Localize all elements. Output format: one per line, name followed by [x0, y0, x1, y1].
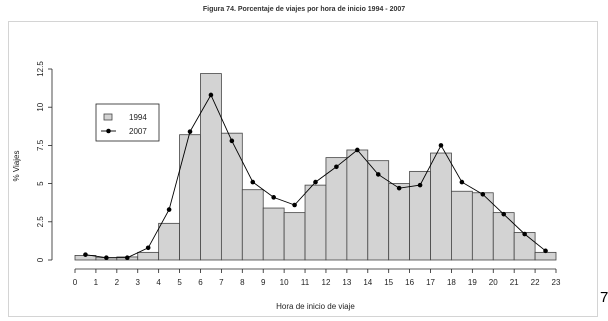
bar-7 [220, 132, 243, 261]
bar-18 [451, 190, 473, 261]
point-2007-1.5 [104, 255, 109, 261]
y-tick-label-10: 10 [36, 102, 45, 111]
x-tick-label-20: 20 [489, 278, 498, 287]
point-2007-4.5 [166, 207, 172, 212]
point-2007-21.5 [522, 231, 527, 237]
point-2007-3.5 [145, 245, 151, 251]
x-tick-label-2: 2 [115, 278, 120, 287]
point-2007-5.5 [187, 129, 193, 134]
point-2007-2.5 [124, 255, 130, 261]
x-tick-label-7: 7 [219, 278, 224, 287]
chart-title: Figura 74. Porcentaje de viajes por hora… [202, 6, 406, 13]
x-tick-label-8: 8 [240, 278, 245, 287]
point-2007-7.5 [229, 138, 235, 144]
bar-6 [200, 73, 222, 261]
bar-11 [304, 184, 327, 261]
x-tick-label-23: 23 [552, 278, 561, 287]
point-2007-14.5 [375, 172, 381, 177]
point-2007-20.5 [501, 211, 507, 217]
bar-21 [513, 232, 536, 261]
x-tick-label-15: 15 [384, 278, 393, 287]
x-tick-label-11: 11 [301, 278, 310, 287]
point-2007-8.5 [250, 179, 256, 185]
bar-5 [179, 134, 201, 261]
x-tick-label-19: 19 [468, 278, 477, 287]
x-tick-label-6: 6 [198, 278, 203, 287]
bar-13 [346, 149, 369, 261]
point-2007-13.5 [355, 147, 360, 153]
x-tick-label-21: 21 [510, 278, 519, 287]
plot-frame [8, 21, 598, 317]
legend-box [95, 103, 160, 142]
point-2007-6.5 [208, 92, 214, 98]
legend-label-2007: 2007 [129, 127, 147, 136]
legend-swatch-1994 [103, 113, 113, 121]
y-tick-label-5: 5 [36, 181, 45, 186]
legend-label-1994: 1994 [129, 113, 147, 122]
x-tick-label-16: 16 [405, 278, 414, 287]
x-tick-label-9: 9 [261, 278, 266, 287]
x-tick-label-10: 10 [280, 278, 289, 287]
y-tick-label-2.5: 2.5 [36, 216, 45, 228]
bar-12 [325, 157, 348, 261]
x-tick-label-17: 17 [426, 278, 435, 287]
point-2007-17.5 [438, 143, 444, 148]
x-tick-label-13: 13 [342, 278, 351, 287]
point-2007-16.5 [417, 182, 423, 188]
y-tick-label-12.5: 12.5 [36, 61, 45, 77]
point-2007-9.5 [271, 195, 276, 200]
x-tick-label-22: 22 [531, 278, 540, 287]
x-tick-label-4: 4 [156, 278, 161, 287]
bar-15 [388, 183, 411, 261]
x-tick-label-12: 12 [322, 278, 331, 287]
bar-20 [492, 212, 515, 261]
x-tick-label-3: 3 [136, 278, 141, 287]
bar-10 [283, 212, 306, 261]
bar-4 [158, 222, 180, 261]
x-tick-label-14: 14 [363, 278, 372, 287]
bar-17 [430, 152, 452, 261]
point-2007-18.5 [459, 179, 465, 185]
bar-19 [471, 192, 494, 261]
x-tick-label-18: 18 [447, 278, 456, 287]
page-number: 7 [600, 289, 608, 306]
x-axis-title: Hora de inicio de viaje [276, 302, 355, 311]
x-tick-label-1: 1 [94, 278, 99, 287]
x-tick-label-5: 5 [177, 278, 182, 287]
point-2007-11.5 [313, 179, 318, 185]
point-2007-0.5 [83, 252, 88, 257]
bar-8 [241, 189, 264, 261]
x-tick-label-0: 0 [73, 278, 78, 287]
y-tick-label-0: 0 [36, 257, 45, 262]
point-2007-19.5 [480, 191, 486, 197]
bar-3 [137, 251, 160, 261]
point-2007-15.5 [396, 185, 402, 191]
bar-9 [262, 207, 285, 261]
y-axis-title: % Viajes [12, 151, 21, 182]
point-2007-12.5 [334, 164, 339, 170]
point-2007-10.5 [292, 202, 297, 208]
y-tick-label-7.5: 7.5 [36, 139, 45, 151]
bar-22 [534, 251, 557, 261]
point-2007-22.5 [543, 248, 548, 254]
legend-marker-2007 [106, 128, 111, 134]
